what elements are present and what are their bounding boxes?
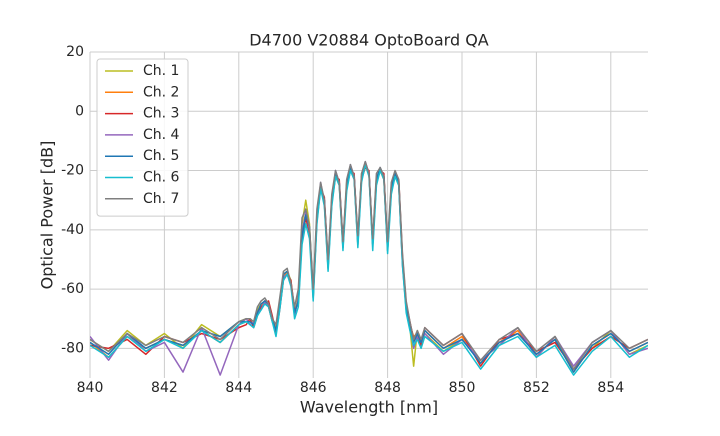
x-tick-label: 844 <box>225 380 252 396</box>
y-tick-label: -60 <box>61 281 84 297</box>
x-tick-label: 846 <box>300 380 327 396</box>
x-tick-label: 850 <box>449 380 476 396</box>
y-tick-label: -80 <box>61 340 84 356</box>
legend-label: Ch. 3 <box>143 106 179 122</box>
x-tick-label: 854 <box>597 380 624 396</box>
x-tick-label: 852 <box>523 380 550 396</box>
legend-label: Ch. 2 <box>143 84 179 100</box>
y-tick-label: 0 <box>75 103 84 119</box>
legend-label: Ch. 7 <box>143 191 179 207</box>
x-axis-label: Wavelength [nm] <box>300 398 438 417</box>
x-tick-label: 842 <box>151 380 178 396</box>
series-line <box>90 160 648 370</box>
x-tick-label: 848 <box>374 380 401 396</box>
y-tick-label: 20 <box>66 44 84 60</box>
y-tick-label: -40 <box>61 222 84 238</box>
y-axis-label: Optical Power [dB] <box>38 141 57 290</box>
y-tick-label: -20 <box>61 163 84 179</box>
legend-label: Ch. 4 <box>143 127 180 143</box>
x-tick-label: 840 <box>77 380 104 396</box>
legend-label: Ch. 6 <box>143 170 180 186</box>
chart-title: D4700 V20884 OptoBoard QA <box>249 31 489 50</box>
legend-label: Ch. 1 <box>143 63 179 79</box>
legend-label: Ch. 5 <box>143 148 179 164</box>
